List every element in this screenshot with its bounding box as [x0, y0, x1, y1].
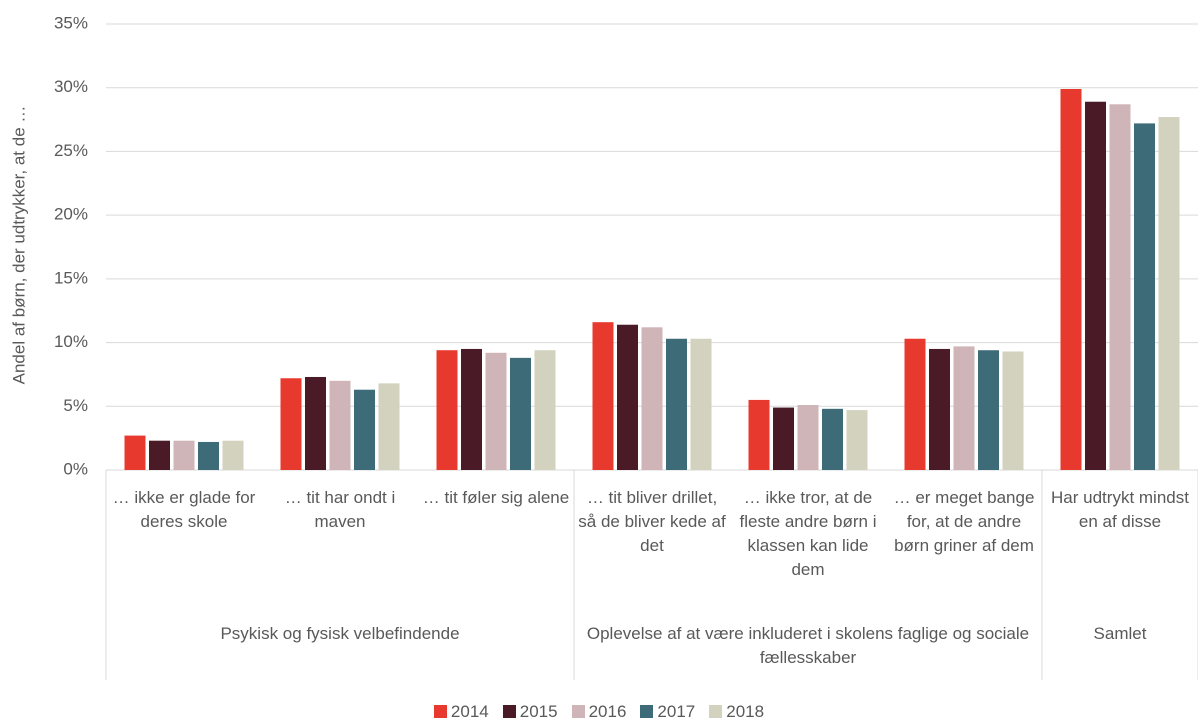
legend-item: 2015: [502, 702, 558, 722]
bar: [378, 383, 400, 470]
bar: [329, 380, 351, 470]
bar: [305, 376, 326, 470]
bar: [222, 440, 244, 470]
bar: [149, 440, 170, 470]
legend-label: 2017: [657, 702, 696, 721]
legend-swatch: [433, 705, 447, 718]
bar: [617, 324, 638, 470]
bar: [1002, 351, 1024, 470]
bar: [748, 399, 770, 470]
bar: [1158, 117, 1180, 470]
bar: [797, 405, 819, 470]
legend-label: 2018: [726, 702, 765, 721]
bar: [198, 441, 219, 470]
y-tick-label: 0%: [63, 459, 88, 478]
bar: [846, 410, 868, 470]
y-tick-label: 15%: [54, 268, 88, 287]
bar: [592, 322, 614, 470]
legend-swatch: [502, 705, 516, 718]
group-label: Samlet: [1093, 624, 1147, 643]
legend: 2014 2015 2016 2017 2018: [0, 702, 1198, 722]
legend-swatch: [640, 705, 654, 718]
x-tick-label: … ikke tror, at de fleste andre børn i k…: [739, 488, 877, 579]
bar: [690, 338, 712, 470]
bar: [1109, 104, 1131, 470]
x-tick-label: Har udtrykt mindst en af disse: [1051, 488, 1189, 531]
y-axis-title: Andel af børn, der udtrykker, at de …: [9, 106, 28, 385]
bar: [534, 350, 556, 470]
x-tick-label: … tit bliver drillet, så de bliver kede …: [578, 488, 726, 555]
bar: [173, 440, 195, 470]
bar: [436, 350, 458, 470]
bar: [1060, 88, 1082, 470]
bar: [1134, 123, 1155, 470]
bar: [904, 338, 926, 470]
y-tick-label: 10%: [54, 332, 88, 351]
x-tick-label: … ikke er glade for deres skole: [112, 488, 256, 531]
bar: [510, 357, 531, 470]
bar: [978, 350, 999, 470]
x-tick-label: … tit har ondt i maven: [284, 488, 396, 531]
bar: [485, 352, 507, 470]
bar: [773, 407, 794, 470]
bar: [461, 348, 482, 470]
y-tick-label: 5%: [63, 396, 88, 415]
legend-swatch: [709, 705, 723, 718]
legend-item: 2016: [571, 702, 627, 722]
bar: [124, 435, 146, 470]
bar: [354, 389, 375, 470]
y-tick-label: 35%: [54, 13, 88, 32]
bar: [822, 408, 843, 470]
bar: [1085, 101, 1106, 470]
bar: [929, 348, 950, 470]
legend-item: 2017: [640, 702, 695, 722]
legend-label: 2016: [588, 702, 627, 721]
group-label: Psykisk og fysisk velbefindende: [220, 624, 460, 643]
bar: [666, 338, 687, 470]
legend-swatch: [571, 705, 585, 718]
y-tick-label: 25%: [54, 141, 88, 160]
legend-item: 2018: [709, 702, 764, 722]
bar: [641, 327, 663, 470]
y-tick-label: 20%: [54, 205, 88, 224]
group-label: Oplevelse af at være inkluderet i skolen…: [586, 624, 1030, 667]
legend-label: 2014: [450, 702, 489, 721]
x-tick-label: … tit føler sig alene: [422, 488, 570, 507]
legend-label: 2015: [519, 702, 558, 721]
x-tick-label: … er meget bange for, at de andre børn g…: [893, 488, 1035, 555]
bar: [953, 346, 975, 470]
bar: [280, 378, 302, 470]
y-tick-label: 30%: [54, 77, 88, 96]
legend-item: 2014: [433, 702, 489, 722]
